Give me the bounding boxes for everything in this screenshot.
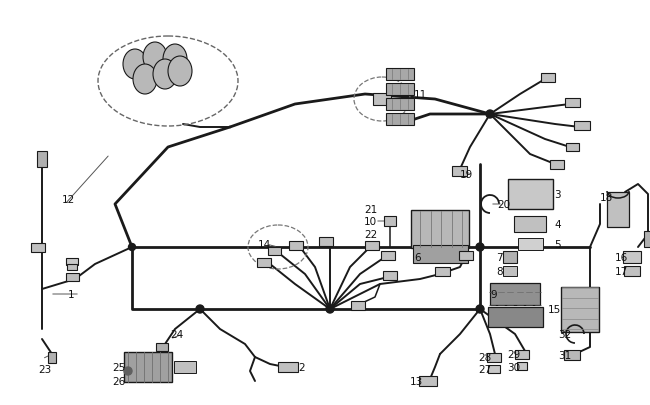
Text: 27: 27 [478,364,491,374]
Bar [541,73,555,82]
Circle shape [196,305,204,313]
Text: 12: 12 [62,194,75,205]
Text: 7: 7 [496,252,502,262]
Bar [644,231,650,247]
Bar [564,350,580,360]
Bar [386,84,414,96]
Ellipse shape [123,50,147,80]
Text: 11: 11 [414,90,427,100]
Bar [48,352,56,362]
Bar [487,353,501,362]
Bar [566,144,578,151]
Bar [574,121,590,130]
Bar [434,267,450,276]
Bar [66,273,79,281]
Text: 26: 26 [112,376,125,386]
Bar [37,151,47,168]
Text: 24: 24 [170,329,183,339]
Ellipse shape [153,60,177,90]
Circle shape [129,244,135,251]
Circle shape [486,111,494,119]
Bar [419,376,437,386]
Text: 29: 29 [507,349,520,359]
Bar [386,99,414,111]
Ellipse shape [133,65,157,95]
Text: 1: 1 [68,289,75,299]
Bar [624,266,640,276]
Text: 30: 30 [507,362,520,372]
Bar [411,211,469,248]
Text: 9: 9 [490,289,497,299]
Text: 2: 2 [298,362,305,372]
Bar [503,252,517,263]
Bar [67,264,77,270]
Text: 14: 14 [258,239,271,249]
Bar [386,69,414,81]
Bar [66,258,78,265]
Text: 23: 23 [38,364,51,374]
Text: 22: 22 [364,230,377,239]
Bar [503,266,517,276]
Text: 6: 6 [414,252,421,262]
Text: 5: 5 [554,239,560,249]
Text: 21: 21 [364,205,377,215]
Text: 17: 17 [615,266,629,276]
Text: 28: 28 [478,352,491,362]
Bar [384,216,396,226]
Bar [268,247,281,256]
Bar [289,241,303,250]
Bar [623,252,641,263]
Text: 8: 8 [496,266,502,276]
Bar [278,362,298,372]
Bar [365,241,379,250]
Circle shape [476,305,484,313]
Bar [490,284,540,305]
Text: 3: 3 [554,190,560,200]
Text: 20: 20 [497,200,510,209]
Bar [319,237,333,246]
Text: 32: 32 [558,329,571,339]
Bar [351,301,365,310]
Bar [514,216,546,232]
Bar [550,160,564,169]
Bar [413,245,467,263]
Circle shape [476,243,484,252]
Text: 16: 16 [615,252,629,262]
Bar [607,192,629,227]
Bar [488,365,500,373]
Ellipse shape [143,43,167,73]
Text: 15: 15 [548,304,561,314]
Ellipse shape [163,45,187,75]
Text: 19: 19 [460,170,473,179]
Text: 18: 18 [600,192,613,202]
Bar [452,166,467,177]
Bar [124,352,172,382]
Bar [515,350,529,358]
Bar [174,361,196,373]
Bar [383,271,397,280]
Bar [373,94,391,106]
Bar [488,307,543,327]
Text: 13: 13 [410,376,423,386]
Text: 31: 31 [558,350,571,360]
Ellipse shape [168,57,192,87]
Bar [564,98,580,107]
Bar [517,362,527,370]
Bar [257,258,271,267]
Bar [517,239,543,250]
Bar [386,114,414,126]
Bar [459,251,473,260]
Text: 25: 25 [112,362,125,372]
Text: 4: 4 [554,220,560,230]
Bar [31,243,45,252]
Text: 10: 10 [364,216,377,226]
Circle shape [124,367,132,375]
Bar [508,179,552,209]
Bar [561,287,599,332]
Bar [156,343,168,351]
Bar [381,251,395,260]
Circle shape [326,305,334,313]
